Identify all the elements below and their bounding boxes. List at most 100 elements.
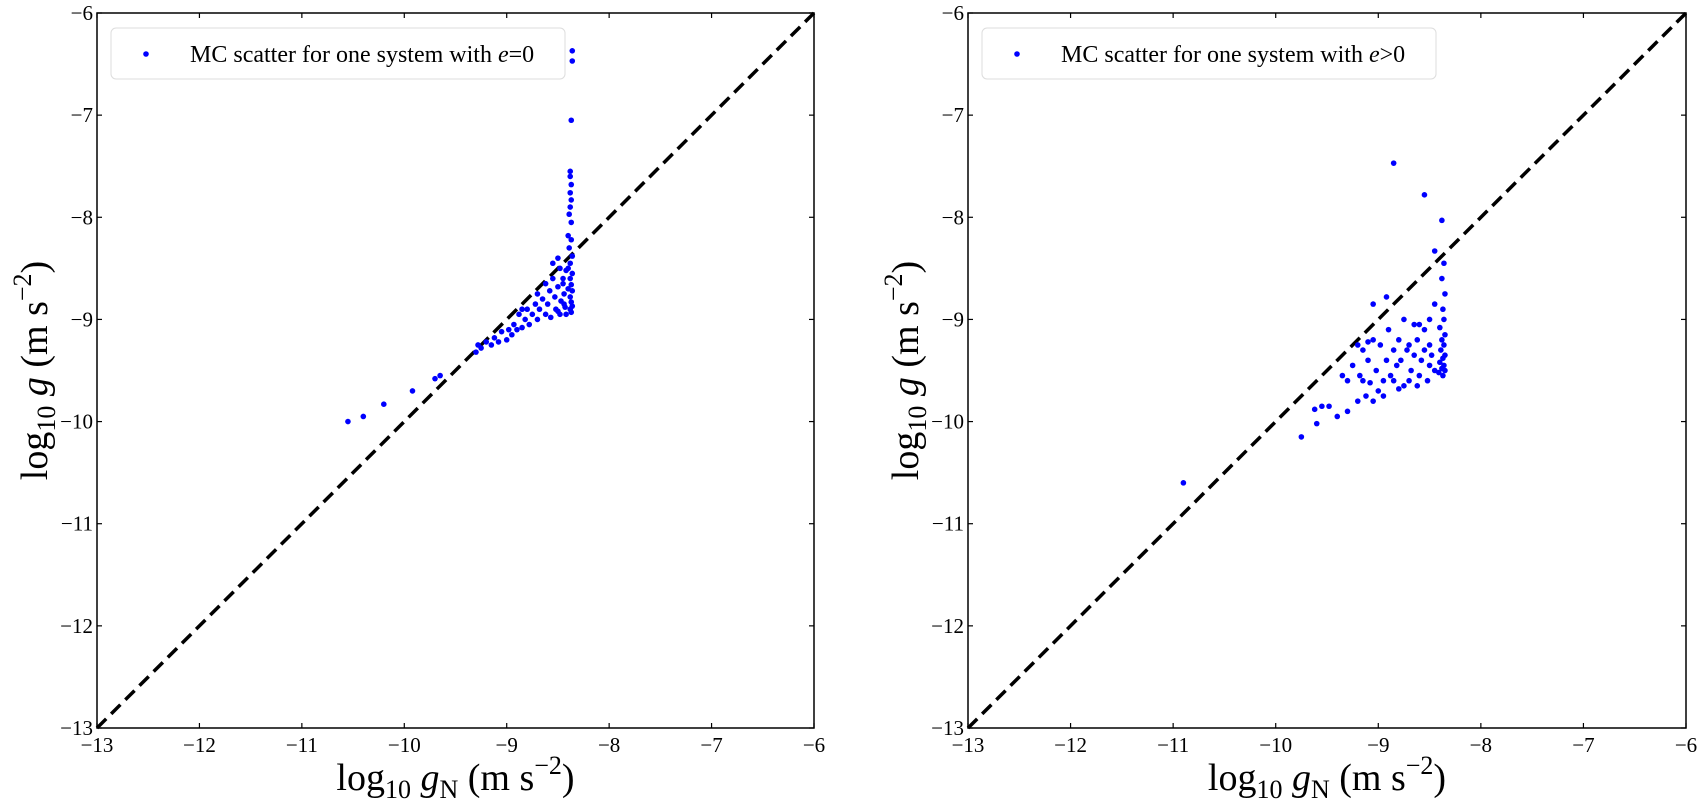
data-point — [546, 288, 553, 294]
data-point — [550, 260, 556, 267]
data-point — [529, 311, 536, 318]
y-axis-label-part: 10 — [903, 406, 932, 432]
data-point — [560, 280, 566, 287]
data-point — [483, 339, 490, 345]
data-point — [566, 245, 572, 251]
data-point — [1440, 372, 1446, 379]
data-point — [1390, 347, 1397, 353]
data-point — [1354, 398, 1361, 404]
data-point — [360, 413, 367, 420]
data-point — [561, 301, 567, 307]
data-point — [505, 326, 512, 333]
data-point — [1439, 337, 1445, 343]
scatter-points — [1180, 160, 1448, 486]
y-tick-label: −9 — [71, 307, 93, 331]
data-point — [519, 324, 525, 331]
x-axis-label-part: 10 — [385, 775, 411, 804]
x-axis-label: log10 gN (m s−2) — [336, 751, 574, 804]
x-tick-label: −11 — [286, 733, 318, 757]
data-point — [536, 306, 543, 313]
data-point — [1375, 388, 1382, 394]
legend-variable: e — [498, 42, 509, 68]
data-point — [1437, 359, 1443, 366]
x-axis-label: log10 gN (m s−2) — [1208, 751, 1446, 804]
data-point — [1319, 403, 1325, 410]
data-point — [567, 204, 574, 210]
data-point — [1428, 352, 1435, 358]
data-point — [534, 291, 541, 297]
data-point — [1431, 301, 1438, 307]
reference-line-y-equals-x — [95, 11, 816, 730]
legend-marker — [1014, 51, 1020, 57]
legend-relation: >0 — [1380, 42, 1406, 68]
data-point — [503, 337, 510, 343]
data-point — [1411, 352, 1417, 358]
x-axis-label-part: log — [336, 757, 385, 799]
data-point — [432, 375, 438, 382]
data-point — [555, 255, 561, 261]
data-point — [1401, 316, 1407, 323]
y-tick-label: −7 — [71, 103, 93, 127]
y-tick-label: −6 — [942, 1, 964, 25]
x-tick-label: −9 — [1367, 733, 1389, 757]
plot-frame — [967, 12, 1687, 729]
data-point — [1357, 372, 1363, 379]
data-point — [1426, 316, 1433, 323]
data-point — [1380, 393, 1387, 399]
x-axis-label-part: N — [439, 775, 458, 804]
x-tick-label: −12 — [1054, 733, 1087, 757]
legend-text: MC scatter for one system with — [190, 42, 498, 68]
data-point — [567, 275, 574, 282]
data-point — [552, 294, 558, 300]
data-point — [1406, 377, 1412, 384]
data-point — [1396, 386, 1402, 392]
data-point — [1390, 160, 1397, 166]
y-axis-label-part: −2 — [879, 273, 908, 301]
data-point — [565, 285, 571, 292]
data-point — [569, 270, 576, 277]
data-point — [1439, 275, 1445, 282]
panel-2: −13−13 −12 −12 −11 −11 −10 −10 −9 −9 −8 −8 −7 −7 −6 −6… — [879, 1, 1697, 804]
data-point — [526, 321, 533, 328]
legend: MC scatter for one system with e=0 — [110, 27, 566, 80]
data-point — [542, 311, 549, 318]
x-tick-label: −7 — [700, 733, 722, 757]
data-point — [1313, 420, 1320, 427]
data-point — [1416, 372, 1423, 379]
legend-relation: =0 — [509, 42, 535, 68]
data-point — [1438, 347, 1444, 353]
data-point — [555, 283, 561, 290]
data-point — [557, 265, 563, 272]
data-point — [1360, 347, 1366, 353]
x-axis-label-part: ) — [562, 757, 575, 799]
data-point — [1442, 331, 1448, 338]
data-point — [1360, 377, 1366, 384]
data-point — [532, 301, 539, 307]
data-point — [1441, 316, 1447, 323]
data-point — [1334, 413, 1341, 420]
legend-box — [981, 27, 1437, 80]
data-point — [1404, 347, 1410, 353]
y-axis-label: log10 g (m s−2) — [8, 261, 61, 480]
data-point — [1416, 321, 1423, 328]
data-point — [1396, 337, 1402, 343]
data-point — [555, 308, 561, 315]
data-point — [1367, 379, 1373, 386]
y-axis-label: log10 g (m s−2) — [879, 261, 932, 480]
x-tick-label: −6 — [1675, 733, 1697, 757]
legend-box — [110, 27, 566, 80]
legend-label: MC scatter for one system with e=0 — [190, 42, 534, 68]
legend-variable: e — [1369, 42, 1380, 68]
data-point — [1370, 337, 1376, 343]
data-point — [566, 211, 572, 218]
data-point — [567, 189, 574, 196]
y-tick-label: −10 — [931, 410, 964, 434]
x-tick-label: −13 — [81, 733, 114, 757]
data-point — [568, 117, 575, 124]
y-axis-label-part: (m s — [885, 301, 927, 377]
data-point — [522, 316, 528, 323]
data-point — [437, 372, 443, 379]
y-tick-label: −13 — [60, 716, 93, 740]
y-axis-label-part: −2 — [8, 273, 37, 301]
data-point — [488, 342, 495, 348]
